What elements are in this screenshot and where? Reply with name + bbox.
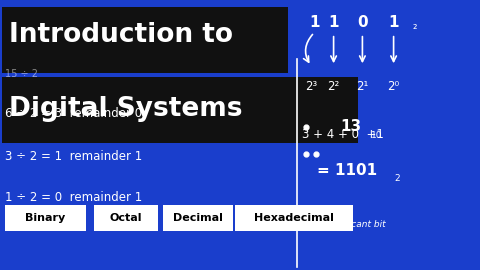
Text: 0: 0 — [357, 15, 368, 31]
Text: ₂: ₂ — [413, 21, 417, 31]
Text: 1 ÷ 2 = 0  remainder 1: 1 ÷ 2 = 0 remainder 1 — [5, 191, 142, 204]
Text: Decimal: Decimal — [173, 213, 223, 223]
Text: 10: 10 — [371, 130, 382, 140]
Text: Introduction to: Introduction to — [9, 22, 233, 48]
Text: 13: 13 — [341, 119, 362, 134]
Text: most significant bit: most significant bit — [299, 220, 385, 229]
Text: 2⁰: 2⁰ — [387, 80, 400, 93]
Text: 15 ÷ 2: 15 ÷ 2 — [5, 69, 38, 79]
Text: 2²: 2² — [327, 80, 340, 93]
FancyBboxPatch shape — [2, 7, 288, 73]
Text: Binary: Binary — [25, 213, 66, 223]
Text: 2³: 2³ — [305, 80, 317, 93]
Text: 2¹: 2¹ — [356, 80, 369, 93]
Text: Octal: Octal — [110, 213, 142, 223]
FancyBboxPatch shape — [2, 77, 358, 143]
FancyBboxPatch shape — [94, 205, 158, 231]
Text: 1: 1 — [328, 15, 339, 31]
Text: 6 ÷ 2 = 3  remainder 0: 6 ÷ 2 = 3 remainder 0 — [5, 107, 142, 120]
Text: 1: 1 — [388, 15, 399, 31]
Text: Hexadecimal: Hexadecimal — [254, 213, 334, 223]
FancyBboxPatch shape — [5, 205, 86, 231]
Text: 1: 1 — [309, 15, 320, 31]
Text: 3 ÷ 2 = 1  remainder 1: 3 ÷ 2 = 1 remainder 1 — [5, 150, 142, 163]
Text: Digital Systems: Digital Systems — [9, 96, 242, 122]
Text: = 1101: = 1101 — [317, 163, 377, 178]
Text: 2: 2 — [395, 174, 400, 183]
FancyBboxPatch shape — [163, 205, 233, 231]
Text: 3 + 4 + 0  +1: 3 + 4 + 0 +1 — [302, 129, 384, 141]
FancyBboxPatch shape — [235, 205, 353, 231]
